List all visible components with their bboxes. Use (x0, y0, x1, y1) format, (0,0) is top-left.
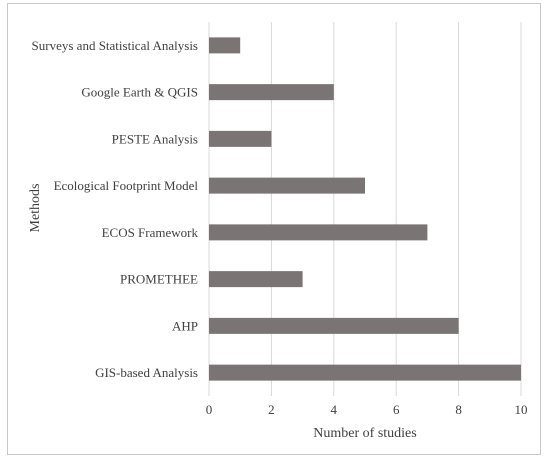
category-label-google-earth-qgis: Google Earth & QGIS (81, 85, 198, 100)
category-label-peste-analysis: PESTE Analysis (112, 131, 198, 146)
bar-ecological-footprint-model (209, 177, 365, 194)
y-axis-title: Methods (28, 184, 43, 233)
category-label-ecos-framework: ECOS Framework (102, 225, 199, 240)
x-tick-label: 8 (455, 402, 462, 417)
x-tick-labels: 0 2 4 6 8 10 (206, 402, 528, 417)
category-label-ahp: AHP (172, 318, 198, 333)
x-tick-label: 0 (206, 402, 213, 417)
x-tick-label: 4 (331, 402, 338, 417)
bar-google-earth-qgis (209, 84, 334, 101)
bar-gis-based-analysis (209, 364, 521, 381)
bar-ahp (209, 317, 459, 334)
x-tick-label: 10 (515, 402, 528, 417)
bar-ecos-framework (209, 224, 428, 241)
category-label-surveys-and-statistical-analysis: Surveys and Statistical Analysis (32, 38, 198, 53)
x-tick-label: 2 (268, 402, 275, 417)
bars (209, 37, 521, 381)
category-labels: Surveys and Statistical Analysis Google E… (32, 38, 199, 380)
x-axis-title: Number of studies (313, 426, 416, 441)
category-label-gis-based-analysis: GIS-based Analysis (95, 365, 198, 380)
bar-promethee (209, 271, 303, 288)
gridlines (208, 22, 522, 396)
category-label-ecological-footprint-model: Ecological Footprint Model (54, 178, 199, 193)
category-label-promethee: PROMETHEE (120, 272, 198, 287)
x-tick-label: 6 (393, 402, 400, 417)
bar-surveys-and-statistical-analysis (209, 37, 241, 54)
bar-peste-analysis (209, 130, 272, 147)
